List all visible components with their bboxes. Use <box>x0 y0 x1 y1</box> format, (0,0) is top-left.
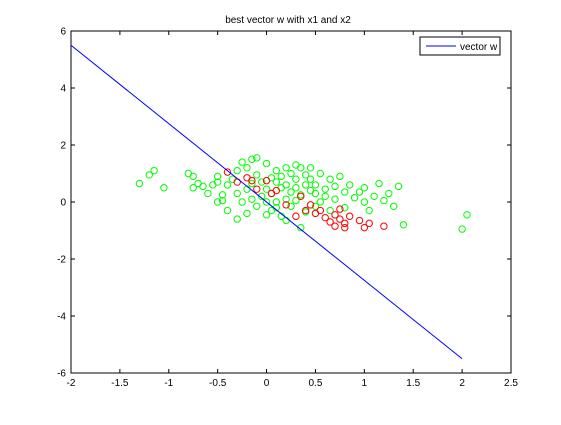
legend-label: vector w <box>460 42 498 53</box>
y-tick-label: -6 <box>57 369 66 380</box>
y-tick-label: -2 <box>57 255 66 266</box>
plot-area <box>71 31 511 373</box>
chart-title: best vector w with x1 and x2 <box>225 15 351 26</box>
legend: vector w <box>420 37 500 55</box>
y-tick-label: 4 <box>60 84 66 95</box>
y-tick-label: 2 <box>60 141 66 152</box>
x-tick-label: 0.5 <box>308 378 322 389</box>
y-tick-label: -4 <box>57 312 66 323</box>
x-tick-label: 2.5 <box>504 378 518 389</box>
y-tick-label: 6 <box>60 27 66 38</box>
x-tick-label: -2 <box>67 378 76 389</box>
x-tick-label: -0.5 <box>209 378 227 389</box>
y-tick-label: 0 <box>60 198 66 209</box>
x-tick-label: 1 <box>362 378 368 389</box>
x-tick-label: 1.5 <box>406 378 420 389</box>
x-tick-label: 2 <box>459 378 465 389</box>
x-tick-label: -1.5 <box>111 378 129 389</box>
x-tick-label: 0 <box>264 378 270 389</box>
x-tick-label: -1 <box>164 378 173 389</box>
